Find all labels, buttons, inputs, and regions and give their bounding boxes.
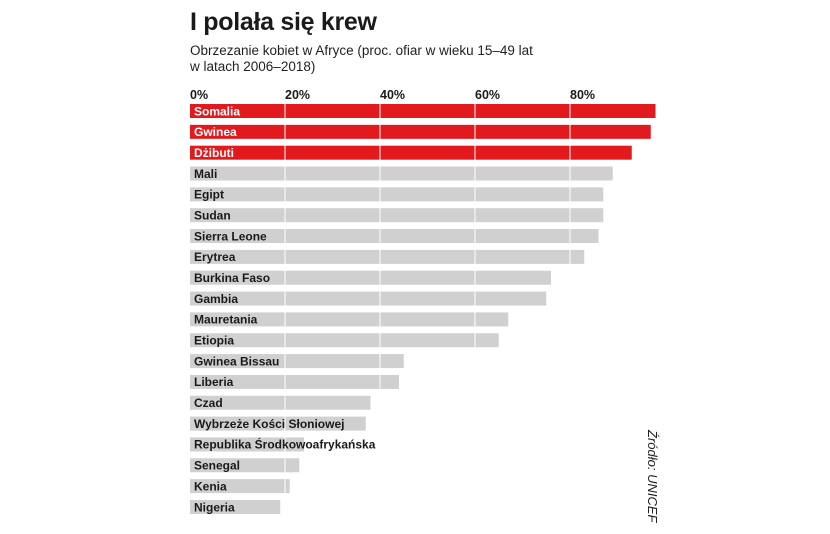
bar [190, 333, 499, 348]
bar [190, 499, 281, 514]
bar-label: Nigeria [194, 500, 235, 514]
bar-label: Erytrea [194, 250, 236, 264]
bar-label: Kenia [194, 479, 227, 493]
bar [190, 395, 371, 410]
bar [190, 270, 551, 285]
bar-label: Gambia [194, 292, 238, 306]
x-tick-label: 0% [190, 88, 208, 102]
bar-label: Mali [194, 167, 217, 181]
bar-label: Mauretania [194, 313, 258, 327]
subtitle-line-1: Obrzezanie kobiet w Afryce (proc. ofiar … [190, 43, 533, 58]
labels-group: Somalia Gwinea Dżibuti Mali Egipt Sudan Sierra… [194, 104, 376, 514]
chart-subtitle: Obrzezanie kobiet w Afryce (proc. ofiar … [190, 43, 533, 75]
bar-label: Republika Środkowoafrykańska [194, 437, 376, 452]
bar-label: Burkina Faso [194, 271, 270, 285]
x-tick-label: 80% [570, 88, 595, 102]
bar [190, 479, 290, 494]
source-label: Źródło: UNICEF [645, 430, 660, 523]
bar [190, 416, 366, 431]
bar [190, 374, 399, 389]
bar [190, 187, 604, 202]
bar-label: Sudan [194, 209, 231, 223]
bar-label: Gwinea [194, 125, 237, 139]
chart-title: I polała się krew [190, 8, 377, 36]
x-tick-label: 20% [285, 88, 310, 102]
gridlines-group [284, 102, 571, 516]
bar-label: Czad [194, 396, 223, 410]
bar-label: Egipt [194, 188, 224, 202]
bar [190, 437, 304, 452]
bar-label: Liberia [194, 375, 234, 389]
bar [190, 291, 547, 306]
bar [190, 145, 632, 160]
bar [190, 312, 509, 327]
bar [190, 249, 585, 264]
bar-label: Etiopia [194, 334, 234, 348]
bar-label: Somalia [194, 104, 240, 118]
bar-label: Sierra Leone [194, 229, 267, 243]
bar [190, 208, 604, 223]
bar-label: Senegal [194, 459, 240, 473]
bars-group [190, 104, 656, 514]
bar-label: Dżibuti [194, 146, 234, 160]
bar [190, 104, 656, 118]
bar [190, 354, 404, 369]
x-tick-label: 40% [380, 88, 405, 102]
bar [190, 458, 300, 473]
bar-label: Wybrzeże Kości Słoniowej [194, 417, 344, 431]
bar [190, 166, 613, 181]
subtitle-line-2: w latach 2006–2018) [190, 59, 316, 74]
bar [190, 229, 599, 244]
x-tick-label: 60% [475, 88, 500, 102]
bar-label: Gwinea Bissau [194, 354, 279, 368]
bar [190, 124, 651, 139]
